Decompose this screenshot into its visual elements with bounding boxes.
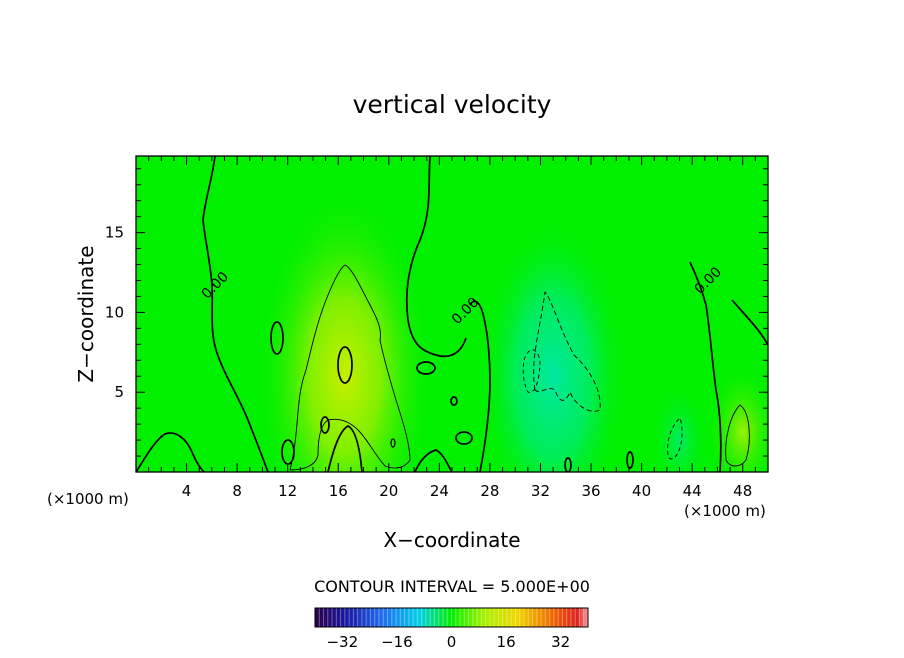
y-axis-label: Z−coordinate: [74, 245, 98, 382]
x-axis: 4 8 12 16 20 24 28 32 36 40 44 48: [135, 156, 769, 500]
x-tick-label: 8: [232, 482, 242, 500]
y-tick-label: 15: [105, 224, 124, 242]
x-unit-right: (×1000 m): [684, 502, 766, 520]
plot-field: 0.000.000.00: [136, 156, 768, 472]
colorbar-tick-label: −16: [381, 633, 413, 651]
x-tick-label: 44: [683, 482, 702, 500]
x-axis-label: X−coordinate: [383, 528, 520, 552]
colorbar-frame: [314, 607, 589, 628]
x-tick-label: 4: [182, 482, 192, 500]
x-unit-left: (×1000 m): [47, 490, 129, 508]
x-tick-label: 28: [480, 482, 499, 500]
x-tick-label: 12: [278, 482, 297, 500]
colorbar-tick-label: −32: [326, 633, 358, 651]
chart-title: vertical velocity: [353, 90, 552, 119]
colorbar-fill: [315, 608, 588, 627]
colorbar-tick-label: 0: [447, 633, 457, 651]
y-axis: 5 10 15: [105, 168, 768, 473]
downdraft-region: [649, 380, 710, 472]
downdraft-region: [478, 216, 629, 472]
y-tick-label: 5: [114, 383, 124, 401]
x-tick-label: 32: [531, 482, 550, 500]
x-tick-label: 20: [379, 482, 398, 500]
contour-interval-label: CONTOUR INTERVAL = 5.000E+00: [314, 577, 590, 596]
updraft-region: [254, 186, 435, 472]
colorbar-tick-label: 16: [497, 633, 516, 651]
x-tick-label: 48: [733, 482, 752, 500]
x-tick-label: 40: [632, 482, 651, 500]
colorbar: −32 −16 0 16 32: [314, 607, 589, 651]
x-tick-label: 24: [430, 482, 449, 500]
contour-lines: [136, 156, 768, 472]
y-tick-label: 10: [105, 303, 124, 321]
x-tick-label: 36: [581, 482, 600, 500]
colorbar-tick-label: 32: [551, 633, 570, 651]
x-tick-label: 16: [329, 482, 348, 500]
